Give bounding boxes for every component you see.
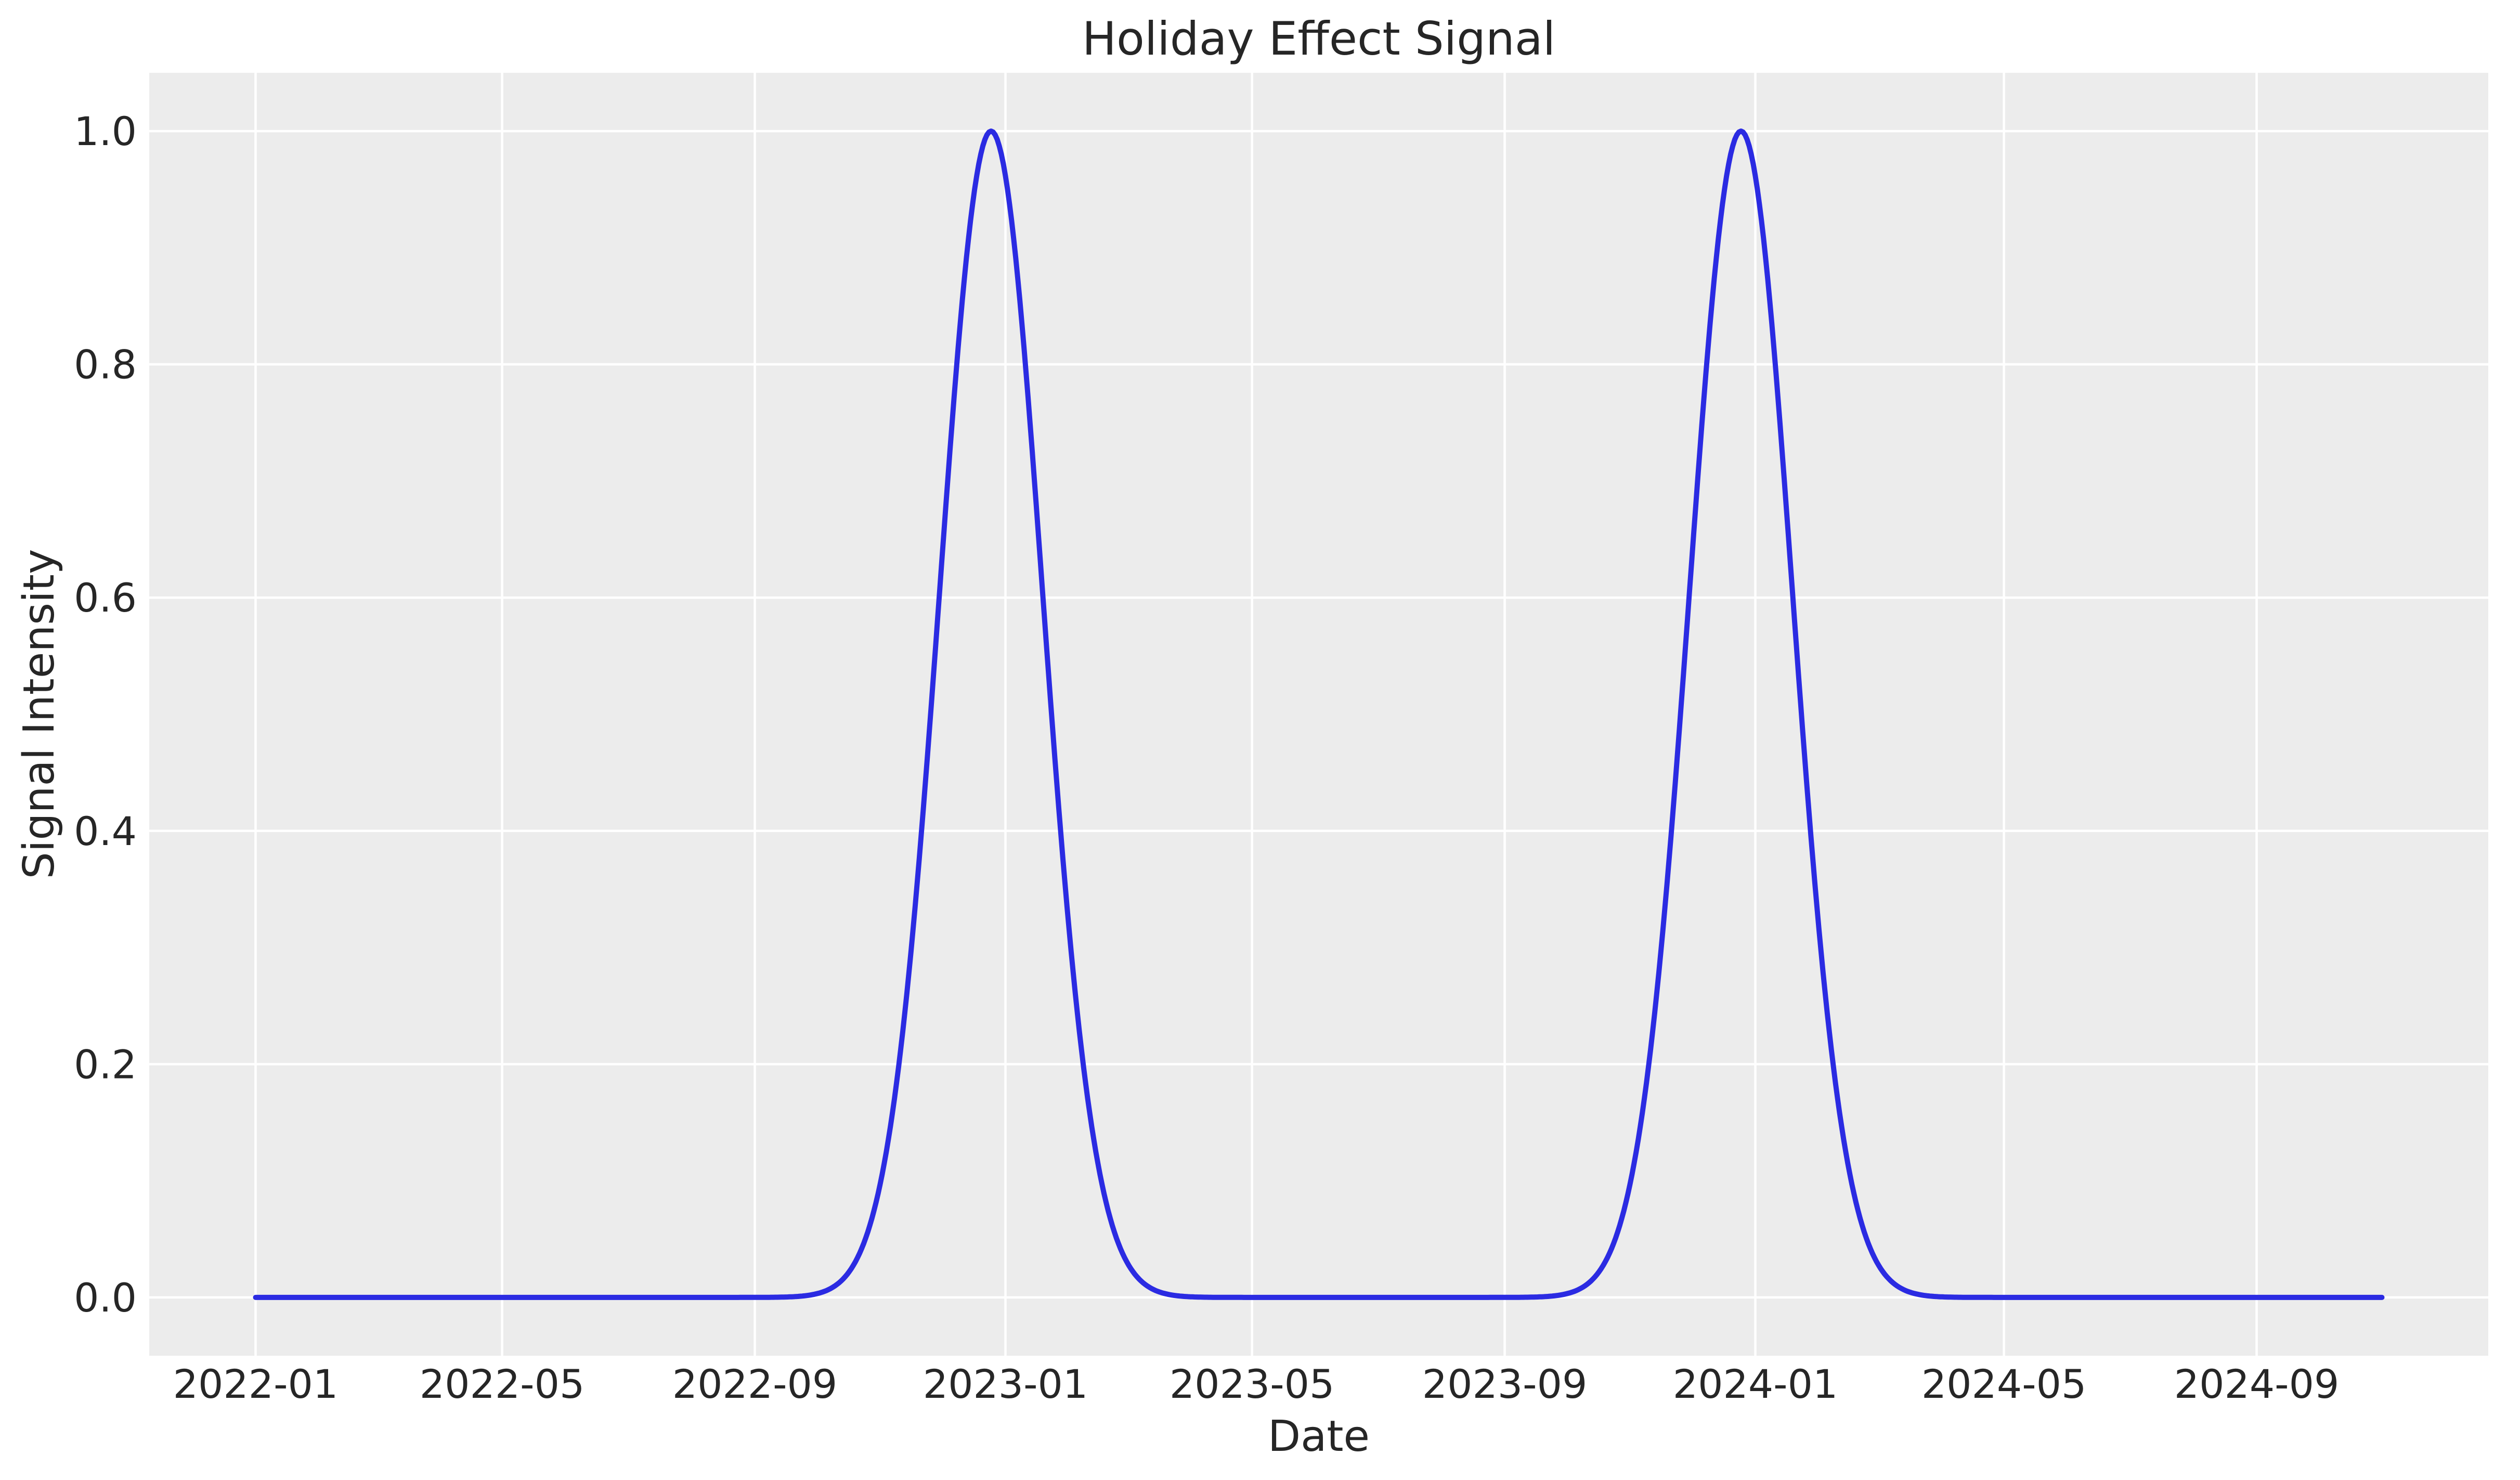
x-axis-label: Date xyxy=(1268,1412,1370,1461)
grid-lines xyxy=(149,73,2488,1356)
signal-line xyxy=(253,128,2385,1300)
y-tick-label: 0.0 xyxy=(74,1275,137,1321)
y-tick-label: 1.0 xyxy=(74,108,137,154)
x-tick-label: 2022-01 xyxy=(173,1361,339,1407)
y-tick-label: 0.6 xyxy=(74,575,137,621)
plot-area xyxy=(149,73,2488,1356)
y-axis-label: Signal Intensity xyxy=(15,549,64,879)
x-tick-label: 2024-09 xyxy=(2174,1361,2340,1407)
x-tick-label: 2023-09 xyxy=(1422,1361,1588,1407)
x-tick-label: 2024-05 xyxy=(1921,1361,2087,1407)
chart-title: Holiday Effect Signal xyxy=(1082,12,1555,66)
x-tick-label: 2023-05 xyxy=(1170,1361,1335,1407)
y-tick-label: 0.8 xyxy=(74,342,137,388)
x-tick-label: 2022-09 xyxy=(672,1361,838,1407)
y-tick-label: 0.4 xyxy=(74,808,137,854)
x-tick-label: 2024-01 xyxy=(1673,1361,1838,1407)
y-tick-label: 0.2 xyxy=(74,1041,137,1087)
series-lines xyxy=(253,128,2385,1300)
x-tick-label: 2022-05 xyxy=(420,1361,585,1407)
y-tick-labels: 0.0 0.2 0.4 0.6 0.8 1.0 xyxy=(74,108,137,1321)
x-tick-labels: 2022-01 2022-05 2022-09 2023-01 2023-05 2023-… xyxy=(173,1361,2340,1407)
x-tick-label: 2023-01 xyxy=(923,1361,1088,1407)
